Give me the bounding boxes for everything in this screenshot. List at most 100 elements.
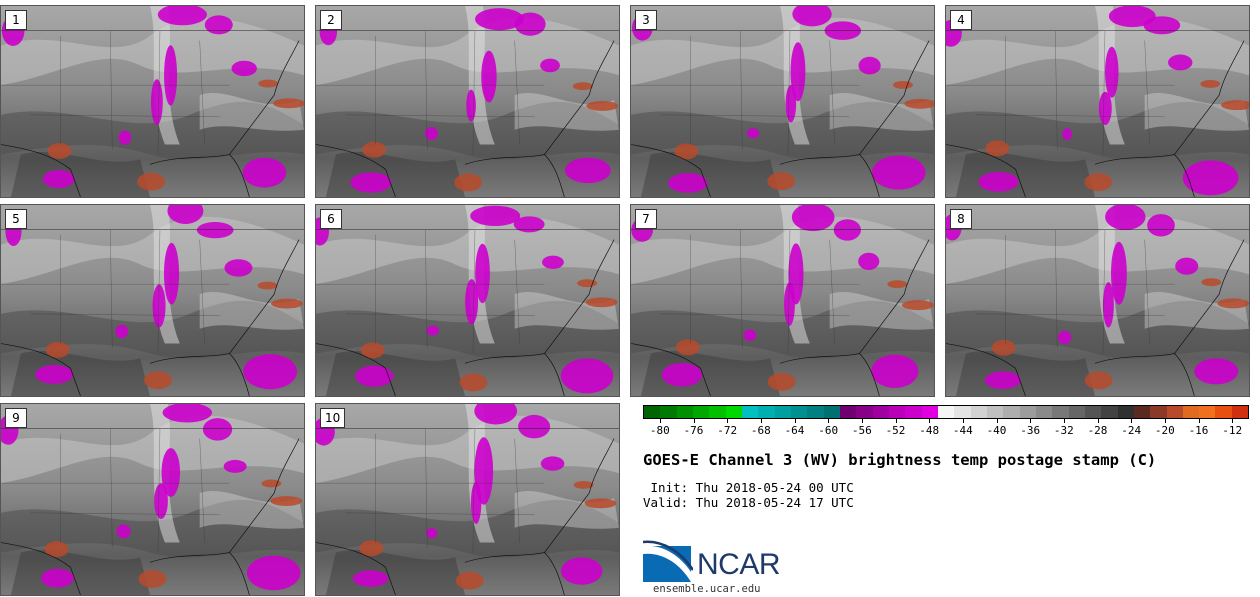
panel-number: 4 xyxy=(950,10,972,30)
colorbar-tick-label: -36 xyxy=(1020,424,1041,437)
colorbar-tick xyxy=(1063,419,1065,423)
colorbar-segment xyxy=(774,406,791,418)
colorbar-segment xyxy=(921,406,938,418)
colorbar-tick-label: -68 xyxy=(750,424,771,437)
postage-stamp-panel-5: 5 xyxy=(0,204,305,397)
ncar-logo-icon xyxy=(643,540,693,582)
chart-title: GOES-E Channel 3 (WV) brightness temp po… xyxy=(643,451,1157,469)
colorbar-tick-label: -20 xyxy=(1154,424,1175,437)
colorbar-segment xyxy=(839,406,857,418)
postage-stamp-panel-9: 9 xyxy=(0,403,305,596)
colorbar-tick xyxy=(1232,419,1234,423)
colorbar-segment xyxy=(1068,406,1085,418)
colorbar-tick-label: -40 xyxy=(986,424,1007,437)
colorbar-tick xyxy=(693,419,695,423)
colorbar-segment xyxy=(1215,406,1232,418)
colorbar-segment xyxy=(1035,406,1053,418)
colorbar-segment xyxy=(856,406,873,418)
colorbar-segment xyxy=(1117,406,1134,418)
colorbar-segment xyxy=(872,406,889,418)
colorbar-segment xyxy=(709,406,726,418)
colorbar-segment xyxy=(970,406,987,418)
colorbar-tick-label: -28 xyxy=(1087,424,1108,437)
colorbar-segment xyxy=(954,406,971,418)
ncar-logo: NCAR xyxy=(643,540,793,582)
colorbar-tick-label: -12 xyxy=(1222,424,1243,437)
logo-url: ensemble.ucar.edu xyxy=(653,583,761,595)
satellite-map xyxy=(946,6,1249,197)
colorbar-tick-label: -32 xyxy=(1053,424,1074,437)
panel-number: 6 xyxy=(320,209,342,229)
satellite-map xyxy=(1,404,304,595)
satellite-map xyxy=(631,205,934,396)
colorbar-segment xyxy=(1150,406,1167,418)
colorbar-tick xyxy=(962,419,964,423)
colorbar-tick-label: -48 xyxy=(919,424,940,437)
colorbar-tick xyxy=(1097,419,1099,423)
satellite-map xyxy=(1,6,304,197)
postage-stamp-panel-8: 8 xyxy=(945,204,1250,397)
colorbar-tick xyxy=(659,419,661,423)
colorbar-segment xyxy=(741,406,759,418)
satellite-map xyxy=(316,404,619,595)
colorbar-segment xyxy=(660,406,677,418)
colorbar-segment xyxy=(1199,406,1216,418)
colorbar-tick-label: -24 xyxy=(1121,424,1142,437)
colorbar-segment xyxy=(676,406,693,418)
colorbar-segment xyxy=(758,406,775,418)
colorbar-segment xyxy=(1182,406,1200,418)
colorbar-tick-label: -64 xyxy=(784,424,805,437)
colorbar-tick xyxy=(727,419,729,423)
colorbar-tick-label: -76 xyxy=(683,424,704,437)
colorbar-tick-label: -80 xyxy=(649,424,670,437)
panel-number: 9 xyxy=(5,408,27,428)
colorbar-tick xyxy=(996,419,998,423)
panel-number: 5 xyxy=(5,209,27,229)
postage-stamp-panel-3: 3 xyxy=(630,5,935,198)
colorbar-tick-label: -56 xyxy=(851,424,872,437)
colorbar-segment xyxy=(937,406,955,418)
panel-number: 2 xyxy=(320,10,342,30)
colorbar-tick xyxy=(1164,419,1166,423)
colorbar-segment xyxy=(1133,406,1151,418)
satellite-map xyxy=(946,205,1249,396)
satellite-map xyxy=(316,205,619,396)
postage-stamp-panel-10: 10 xyxy=(315,403,620,596)
colorbar-segment xyxy=(1019,406,1036,418)
colorbar-segment xyxy=(807,406,824,418)
colorbar-segment xyxy=(1084,406,1102,418)
colorbar-tick xyxy=(861,419,863,423)
satellite-map xyxy=(1,205,304,396)
colorbar-tick xyxy=(794,419,796,423)
colorbar-segment xyxy=(1166,406,1183,418)
logo-text: NCAR xyxy=(697,548,781,581)
colorbar-tick xyxy=(1131,419,1133,423)
panel-number: 7 xyxy=(635,209,657,229)
satellite-map xyxy=(631,6,934,197)
colorbar-tick xyxy=(1030,419,1032,423)
satellite-map xyxy=(316,6,619,197)
valid-time: Valid: Thu 2018-05-24 17 UTC xyxy=(643,495,854,510)
colorbar-ticks: -80 -76 -72 -68 -64 -60 -56 -52 -48 -44 -40 -36 -32-… xyxy=(643,419,1249,439)
colorbar-tick xyxy=(1198,419,1200,423)
colorbar-segment xyxy=(644,406,661,418)
colorbar-tick-label: -44 xyxy=(952,424,973,437)
postage-stamp-panel-1: 1 xyxy=(0,5,305,198)
panel-number: 10 xyxy=(320,408,346,428)
colorbar xyxy=(643,405,1249,419)
postage-stamp-panel-4: 4 xyxy=(945,5,1250,198)
colorbar-segment xyxy=(986,406,1004,418)
colorbar-segment xyxy=(823,406,840,418)
postage-stamp-panel-2: 2 xyxy=(315,5,620,198)
colorbar-segment xyxy=(1231,406,1249,418)
colorbar-segment xyxy=(725,406,742,418)
colorbar-segment xyxy=(790,406,808,418)
colorbar-tick-label: -60 xyxy=(818,424,839,437)
colorbar-segment xyxy=(1003,406,1020,418)
colorbar-tick xyxy=(929,419,931,423)
colorbar-segment xyxy=(1052,406,1069,418)
colorbar-tick xyxy=(895,419,897,423)
colorbar-segment xyxy=(1101,406,1118,418)
colorbar-tick-label: -16 xyxy=(1188,424,1209,437)
